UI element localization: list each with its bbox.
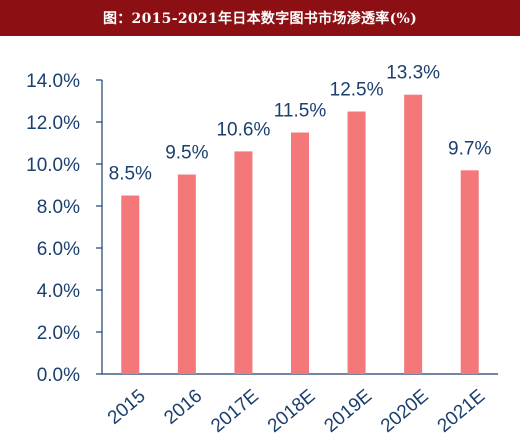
bar bbox=[404, 94, 423, 374]
data-label: 8.5% bbox=[109, 164, 152, 185]
x-tick-label: 2016 bbox=[160, 386, 206, 429]
y-tick-label: 0.0% bbox=[37, 365, 80, 386]
data-label: 9.5% bbox=[165, 143, 208, 164]
bar bbox=[460, 170, 479, 374]
data-label: 9.7% bbox=[448, 138, 491, 159]
x-tick-label: 2020E bbox=[377, 386, 433, 437]
x-tick-label: 2018E bbox=[264, 386, 320, 437]
bar bbox=[121, 195, 140, 374]
y-tick-label: 8.0% bbox=[37, 197, 80, 218]
bar bbox=[177, 174, 196, 374]
y-tick-label: 14.0% bbox=[26, 71, 80, 92]
data-label: 10.6% bbox=[216, 119, 270, 140]
data-label: 13.3% bbox=[386, 63, 440, 84]
bar-chart: 0.0% 2.0% 4.0% 6.0% 8.0% 10.0% 12.0% 14.0% 8.5% 2… bbox=[26, 63, 498, 437]
bar bbox=[234, 151, 253, 374]
y-tick-label: 6.0% bbox=[37, 239, 80, 260]
y-tick-label: 4.0% bbox=[37, 281, 80, 302]
x-tick-label: 2017E bbox=[207, 386, 263, 437]
y-tick-label: 2.0% bbox=[37, 323, 80, 344]
bar bbox=[291, 132, 309, 374]
y-tick-label: 10.0% bbox=[26, 155, 80, 176]
bar bbox=[347, 111, 366, 374]
x-tick-label: 2015 bbox=[104, 386, 150, 429]
x-tick-label: 2021E bbox=[434, 386, 490, 437]
data-label: 11.5% bbox=[274, 101, 327, 122]
data-label: 12.5% bbox=[330, 80, 384, 101]
chart-title-banner: 图：2015-2021年日本数字图书市场渗透率(%) bbox=[0, 0, 520, 36]
x-tick-label: 2019E bbox=[320, 386, 376, 437]
chart-title: 图：2015-2021年日本数字图书市场渗透率(%) bbox=[102, 11, 418, 27]
y-tick-label: 12.0% bbox=[26, 113, 80, 134]
